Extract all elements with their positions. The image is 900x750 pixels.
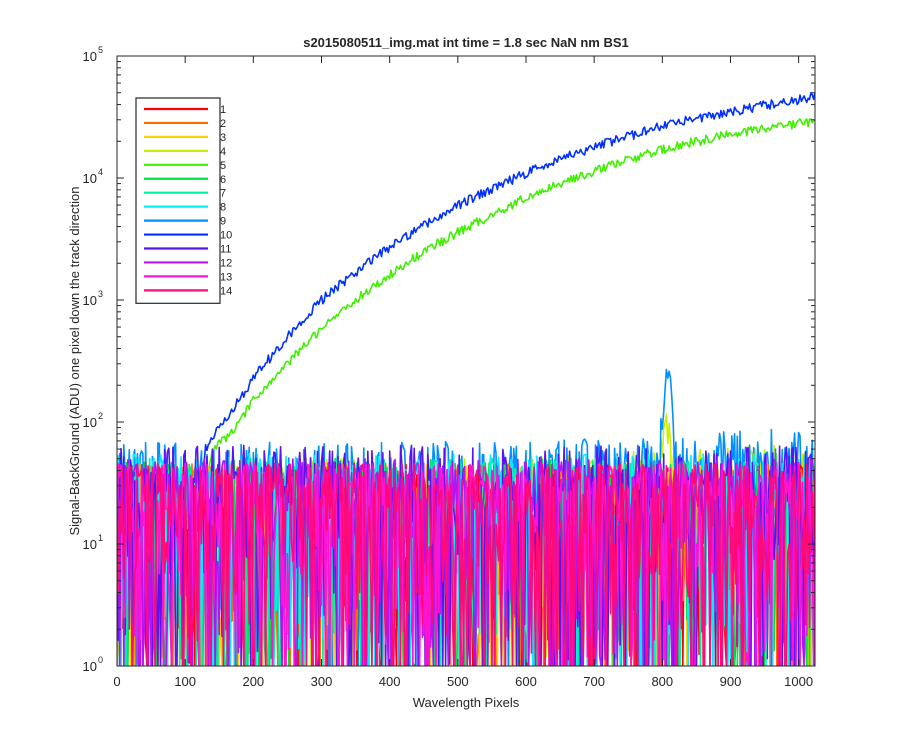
y-tick-base: 10: [83, 659, 97, 674]
legend-label-1: 1: [220, 104, 226, 116]
x-tick-label: 400: [379, 674, 401, 689]
y-tick-base: 10: [83, 293, 97, 308]
y-tick-label: 10: [83, 171, 97, 186]
y-tick-base: 10: [83, 537, 97, 552]
y-tick-label: 10: [83, 537, 97, 552]
x-tick-label: 800: [651, 674, 673, 689]
axes-box: [116, 55, 816, 667]
legend-label-4: 4: [220, 146, 226, 158]
legend-label-5: 5: [220, 160, 226, 172]
x-tick-label: 900: [720, 674, 742, 689]
y-tick-exponent: 2: [98, 411, 103, 421]
legend-label-3: 3: [220, 132, 226, 144]
y-tick-base: 10: [83, 415, 97, 430]
legend-label-14: 14: [220, 285, 232, 297]
y-tick-base: 10: [83, 171, 97, 186]
y-tick-label: 10: [83, 415, 97, 430]
legend-label-12: 12: [220, 257, 232, 269]
legend-label-7: 7: [220, 188, 226, 200]
x-axis: 0 100 200 300 400 500 600 700 800 900 1000: [113, 56, 813, 689]
y-tick-label: 10: [83, 293, 97, 308]
legend-label-8: 8: [220, 202, 226, 214]
legend-label-9: 9: [220, 216, 226, 228]
x-tick-label: 200: [242, 674, 264, 689]
x-tick-label: 600: [515, 674, 537, 689]
series-layer: [117, 91, 815, 666]
x-tick-label: 1000: [784, 674, 813, 689]
y-tick-exponent: 5: [98, 45, 103, 55]
legend-label-6: 6: [220, 174, 226, 186]
y-tick-exponent: 3: [98, 289, 103, 299]
x-tick-label: 500: [447, 674, 469, 689]
series-14-line: [117, 462, 815, 666]
legend-label-11: 11: [220, 244, 231, 256]
y-axis-label: Signal-BackGround (ADU) one pixel down t…: [67, 186, 82, 535]
legend-label-2: 2: [220, 118, 226, 130]
y-tick-label: 10: [83, 659, 97, 674]
x-tick-label: 0: [113, 674, 120, 689]
x-tick-label: 700: [583, 674, 605, 689]
x-axis-label: Wavelength Pixels: [413, 695, 520, 710]
legend-box: [135, 97, 221, 304]
y-tick-exponent: 4: [98, 167, 103, 177]
series-5-line: [117, 118, 815, 624]
legend-label-10: 10: [220, 230, 232, 242]
y-tick-label: 10: [83, 49, 97, 64]
chart-title: s2015080511_img.mat int time = 1.8 sec N…: [303, 35, 629, 50]
y-tick-exponent: 1: [98, 533, 103, 543]
series-10-line: [117, 91, 815, 612]
x-tick-label: 300: [311, 674, 333, 689]
y-tick-base: 10: [83, 49, 97, 64]
y-tick-exponent: 0: [98, 655, 103, 665]
legend-label-13: 13: [220, 271, 232, 283]
x-tick-label: 100: [174, 674, 196, 689]
